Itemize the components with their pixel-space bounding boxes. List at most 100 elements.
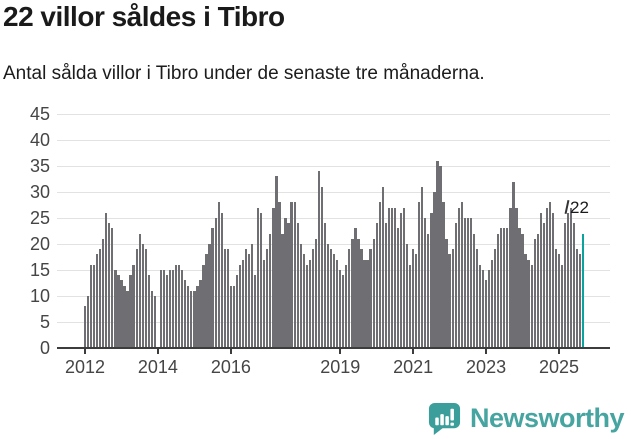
bar — [257, 207, 260, 348]
bar — [153, 296, 157, 348]
bar — [329, 249, 333, 348]
bar — [83, 306, 87, 348]
bar — [457, 207, 460, 348]
bar — [539, 212, 542, 348]
highlighted-bar — [582, 233, 585, 348]
bar — [345, 264, 348, 348]
newsworthy-wordmark: Newsworthy — [469, 403, 625, 433]
x-tick-label: 2016 — [210, 357, 251, 377]
bar — [299, 244, 302, 348]
bar — [232, 285, 236, 348]
bar — [557, 254, 561, 348]
bar — [99, 249, 102, 348]
bar — [208, 244, 211, 348]
bar — [108, 223, 111, 348]
bar — [436, 160, 439, 348]
bar — [320, 186, 324, 348]
bar — [548, 202, 552, 348]
bar — [254, 275, 257, 348]
x-tick-label: 2025 — [538, 357, 580, 377]
x-tick-mark — [229, 349, 232, 354]
bar — [263, 259, 266, 348]
bar — [527, 259, 530, 348]
bar — [384, 223, 387, 348]
bar — [92, 264, 96, 348]
bar — [354, 228, 357, 348]
bar — [360, 249, 363, 348]
bar — [86, 296, 90, 348]
bar — [178, 264, 181, 348]
bar — [202, 264, 205, 348]
bar — [333, 254, 336, 348]
x-tick-label: 2014 — [137, 357, 178, 377]
bar — [342, 275, 345, 348]
y-tick-label: 45 — [29, 104, 50, 124]
gridline — [57, 166, 610, 167]
gridline — [57, 140, 610, 141]
bar — [433, 192, 436, 348]
bar — [211, 228, 214, 348]
bar — [284, 218, 287, 348]
y-tick-label: 20 — [29, 234, 50, 254]
x-tick-mark — [339, 349, 342, 354]
bar — [487, 270, 491, 348]
bar — [287, 223, 290, 348]
bar — [372, 238, 375, 348]
bar — [451, 249, 454, 348]
bar — [448, 254, 451, 348]
bar — [129, 275, 132, 348]
bar — [193, 290, 196, 348]
bar — [214, 218, 217, 348]
bar — [171, 270, 175, 348]
bar — [412, 249, 415, 348]
bar — [196, 285, 199, 348]
bar — [551, 212, 555, 348]
bar — [363, 259, 366, 348]
bar — [563, 223, 567, 348]
bar — [554, 249, 558, 348]
bar — [89, 264, 93, 348]
x-tick-mark — [412, 349, 415, 354]
bar — [494, 249, 497, 348]
bar — [187, 285, 190, 348]
bar — [506, 228, 509, 348]
bar — [530, 264, 533, 348]
bar — [123, 285, 126, 348]
bar — [339, 270, 342, 348]
bar — [402, 207, 406, 348]
bar — [536, 233, 539, 348]
bar — [573, 223, 576, 348]
bar — [533, 238, 536, 348]
bar — [521, 233, 524, 348]
bar — [481, 270, 485, 348]
bar — [408, 264, 412, 348]
x-tick-label: 2023 — [466, 357, 507, 377]
bar — [217, 202, 220, 348]
bar — [135, 249, 138, 348]
bar — [117, 275, 120, 348]
bar — [250, 244, 254, 348]
y-tick-label: 15 — [29, 260, 50, 280]
bar — [241, 259, 245, 348]
bar — [445, 238, 448, 348]
bar — [415, 254, 418, 348]
bar — [472, 233, 476, 348]
bar — [390, 207, 394, 348]
bar — [317, 171, 321, 348]
bar — [120, 280, 123, 348]
newsworthy-icon — [428, 402, 461, 436]
y-tick-label: 25 — [29, 208, 50, 228]
bar — [405, 244, 409, 348]
bar — [478, 264, 482, 348]
bar — [336, 259, 339, 348]
bar — [570, 207, 573, 348]
x-tick-mark — [84, 349, 86, 354]
bar — [524, 254, 527, 348]
bar — [375, 223, 378, 348]
newsworthy-logo: Newsworthy — [427, 401, 625, 436]
last-value-label: 22 — [570, 198, 589, 217]
bar — [576, 249, 579, 348]
bar — [162, 270, 166, 348]
bar — [114, 270, 117, 348]
